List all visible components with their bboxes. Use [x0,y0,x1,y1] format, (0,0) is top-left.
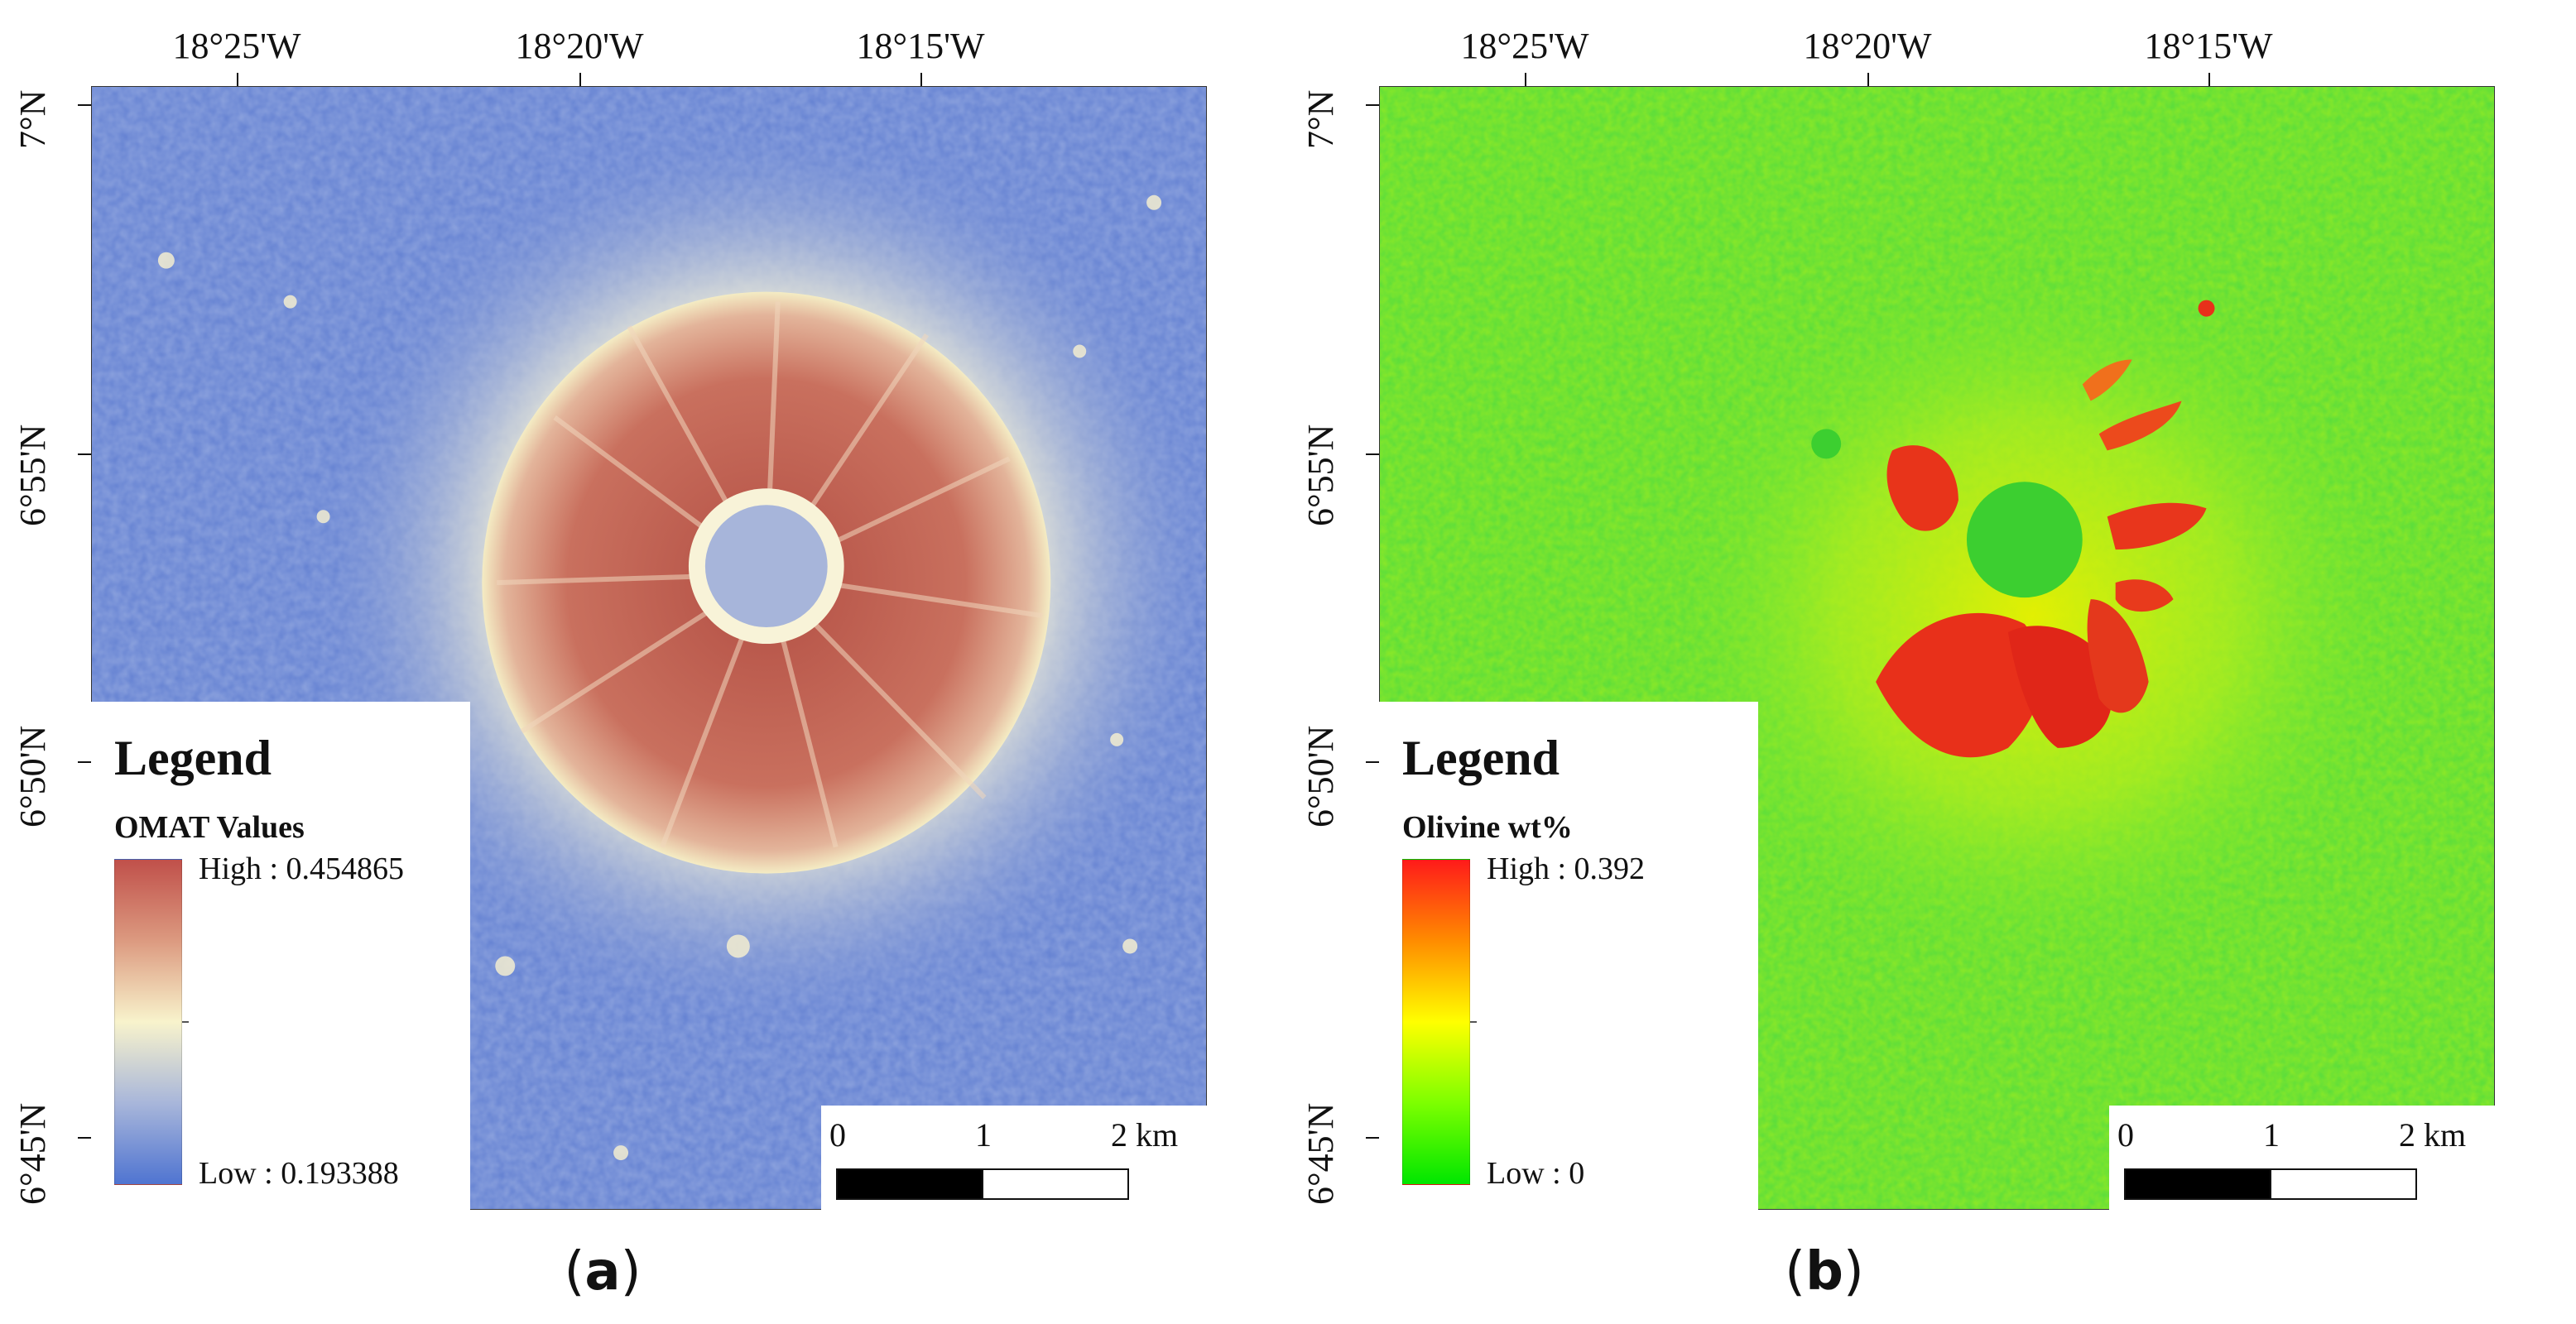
scale-bar: 0 1 2 km [2109,1106,2495,1210]
scale-bar: 0 1 2 km [821,1106,1207,1210]
scale-label-2km: 2 km [2399,1116,2467,1154]
latitude-tick [78,104,91,106]
crater-floor [1966,482,2083,598]
longitude-label-18-25w: 18°25'W [172,26,301,66]
longitude-label-18-20w: 18°20'W [1803,26,1932,66]
latitude-label-6-45n: 6°45'N [12,1102,53,1205]
caption-letter: b [1805,1241,1843,1302]
olivine-rich-zones [1876,300,2215,758]
legend-subtitle: OMAT Values [114,810,305,845]
scale-label-2km: 2 km [1111,1116,1179,1154]
panel-caption: (a) [564,1241,642,1302]
legend-title: Legend [114,731,272,785]
longitude-tick [920,73,922,86]
panel-caption: (b) [1785,1241,1864,1302]
latitude-tick [78,761,91,763]
latitude-tick [1366,761,1379,763]
scale-label-1: 1 [975,1116,992,1154]
latitude-label-6-50n: 6°50'N [1300,725,1341,828]
latitude-tick [1366,104,1379,106]
latitude-tick [1366,453,1379,455]
longitude-tick [2208,73,2210,86]
latitude-tick [1366,1137,1379,1139]
longitude-tick [237,73,238,86]
longitude-label-18-25w: 18°25'W [1460,26,1589,66]
latitude-label-7n: 7°N [12,89,53,149]
panel-omat: 18°25'W 18°20'W 18°15'W 7°N 6°55'N 6°50'… [12,26,1207,1302]
longitude-tick [1867,73,1869,86]
legend-color-ramp [1402,859,1470,1185]
scale-label-1: 1 [2263,1116,2280,1154]
latitude-tick [78,453,91,455]
crater-floor [704,505,828,628]
legend-subtitle: Olivine wt% [1402,810,1573,845]
legend-low-value: Low : 0 [1487,1156,1585,1191]
legend-title: Legend [1402,731,1560,785]
legend-mid-tick [1470,1021,1477,1023]
latitude-label-6-45n: 6°45'N [1300,1102,1341,1205]
panel-olivine: 18°25'W 18°20'W 18°15'W 7°N 6°55'N 6°50'… [1288,0,2576,1324]
latitude-label-6-55n: 6°55'N [1300,424,1341,526]
scale-label-0: 0 [2117,1116,2134,1154]
yellow-halo [1669,268,2397,963]
longitude-tick [579,73,581,86]
longitude-tick [1525,73,1526,86]
legend-high-value: High : 0.454865 [199,851,405,886]
legend-low-value: Low : 0.193388 [199,1156,399,1191]
latitude-label-7n: 7°N [1300,89,1341,149]
longitude-label-18-15w: 18°15'W [2144,26,2273,66]
legend-color-ramp [114,859,182,1185]
olivine-legend: Legend Olivine wt% High : 0.392 Low : 0 [1379,702,1758,1210]
caption-letter: a [584,1241,621,1302]
legend-mid-tick [182,1021,189,1023]
legend-high-value: High : 0.392 [1487,851,1646,886]
latitude-label-6-55n: 6°55'N [12,424,53,526]
longitude-label-18-15w: 18°15'W [856,26,985,66]
latitude-label-6-50n: 6°50'N [12,725,53,828]
scale-segment-white [2270,1168,2417,1200]
scale-segment-black [836,1168,983,1200]
omat-legend: Legend OMAT Values High : 0.454865 Low :… [91,702,470,1210]
longitude-label-18-20w: 18°20'W [515,26,644,66]
latitude-tick [78,1137,91,1139]
scale-label-0: 0 [829,1116,846,1154]
scale-segment-black [2124,1168,2271,1200]
small-bright-craters [157,194,1162,1161]
scale-segment-white [982,1168,1129,1200]
